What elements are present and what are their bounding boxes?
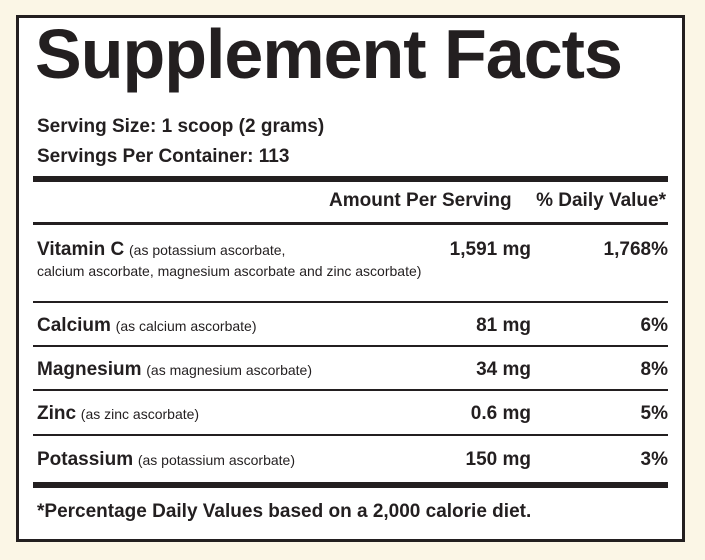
serving-size: Serving Size: 1 scoop (2 grams) (37, 116, 325, 137)
nutrient-daily-value: 1,768% (603, 239, 668, 260)
nutrient-amount: 1,591 mg (449, 239, 531, 260)
panel-title: Supplement Facts (35, 15, 623, 93)
nutrient-label: Vitamin C (as potassium ascorbate, calci… (37, 239, 421, 282)
nutrient-daily-value: 8% (640, 359, 668, 380)
nutrient-source: (as potassium ascorbate) (137, 452, 296, 468)
nutrient-daily-value: 6% (640, 315, 668, 336)
row-divider (33, 345, 668, 347)
amount-per-serving-header: Amount Per Serving (329, 190, 512, 211)
nutrient-label: Calcium (as calcium ascorbate) (37, 315, 256, 337)
thick-divider (33, 176, 668, 182)
nutrient-name: Magnesium (37, 359, 142, 380)
nutrient-name: Zinc (37, 403, 77, 424)
nutrient-label: Magnesium (as magnesium ascorbate) (37, 359, 312, 381)
daily-value-footnote: *Percentage Daily Values based on a 2,00… (37, 501, 532, 522)
daily-value-header: % Daily Value* (536, 190, 666, 211)
nutrient-name: Calcium (37, 315, 111, 336)
row-divider (33, 389, 668, 391)
row-divider (33, 301, 668, 303)
nutrient-daily-value: 3% (640, 449, 668, 470)
nutrient-name: Potassium (37, 449, 134, 470)
row-divider (33, 434, 668, 436)
nutrient-source-continued: calcium ascorbate, magnesium ascorbate a… (37, 263, 422, 279)
nutrient-source: (as zinc ascorbate) (80, 406, 200, 422)
thick-divider-bottom (33, 482, 668, 488)
nutrient-source: (as potassium ascorbate, (129, 242, 286, 258)
nutrient-name: Vitamin C (37, 239, 125, 260)
nutrient-amount: 81 mg (476, 315, 531, 336)
nutrient-label: Potassium (as potassium ascorbate) (37, 449, 295, 471)
nutrient-label: Zinc (as zinc ascorbate) (37, 403, 199, 425)
nutrient-amount: 150 mg (465, 449, 531, 470)
header-divider (33, 222, 668, 225)
nutrient-daily-value: 5% (640, 403, 668, 424)
nutrient-source: (as magnesium ascorbate) (146, 362, 313, 378)
supplement-facts-panel: Supplement Facts Serving Size: 1 scoop (… (16, 15, 685, 542)
nutrient-amount: 0.6 mg (470, 403, 531, 424)
nutrient-source: (as calcium ascorbate) (115, 318, 257, 334)
nutrient-amount: 34 mg (476, 359, 531, 380)
servings-per-container: Servings Per Container: 113 (37, 146, 290, 167)
